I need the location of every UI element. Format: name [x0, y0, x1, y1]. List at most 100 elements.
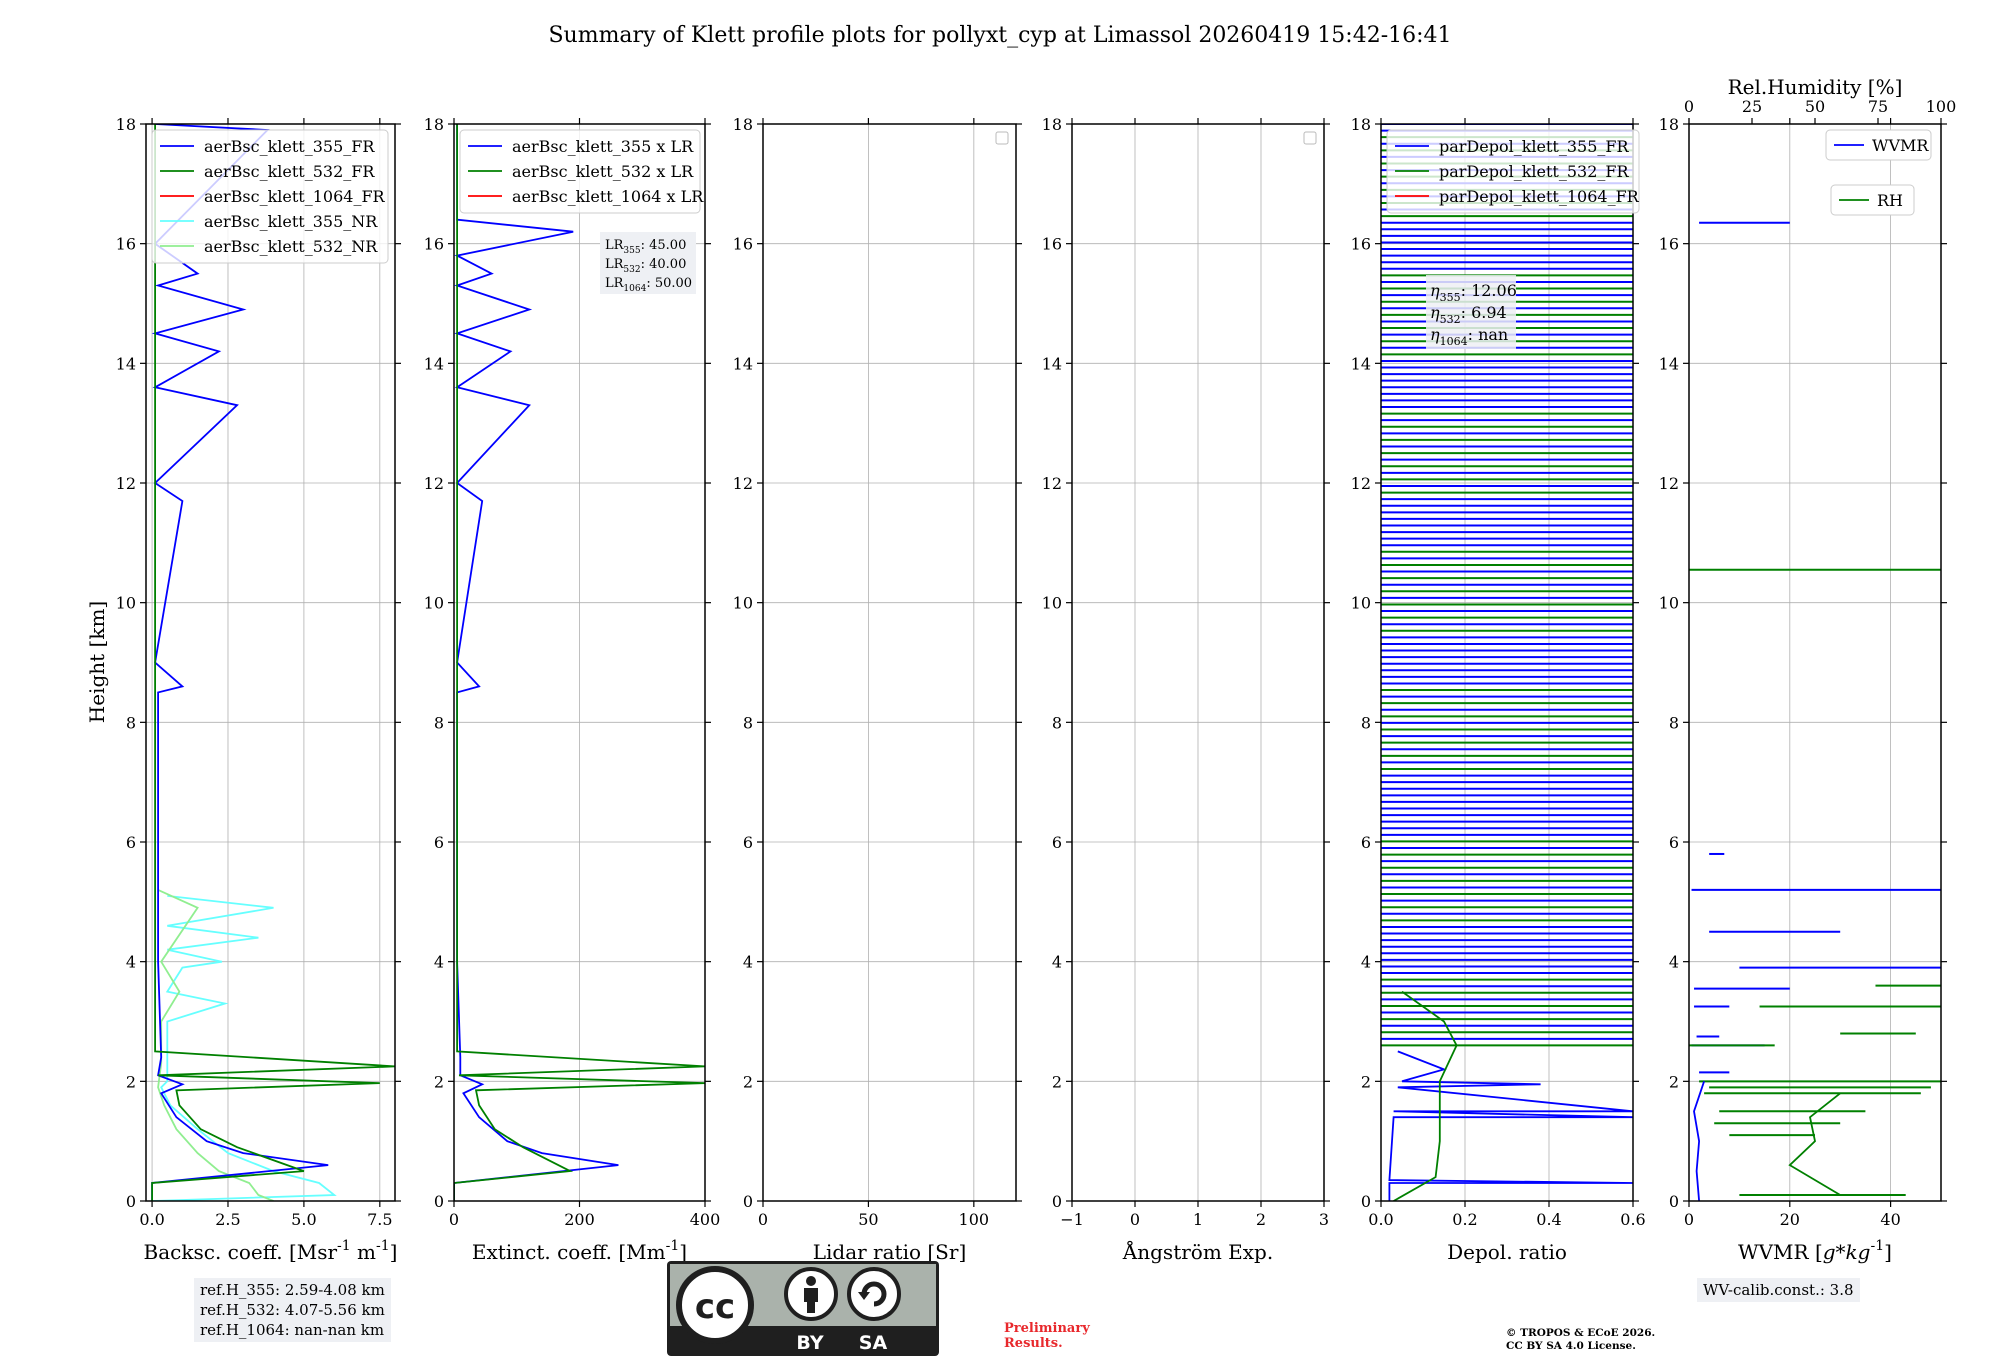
y-tick-label: 4: [1361, 953, 1371, 972]
series-line-RH: [1788, 1092, 1841, 1196]
y-tick-label: 16: [1659, 235, 1679, 254]
y-tick-label: 10: [424, 594, 444, 613]
ref-height-355: ref.H_355: 2.59-4.08 km: [200, 1281, 385, 1299]
x-axis-label: Extinct. coeff. [Mm-1​]: [472, 1238, 687, 1264]
x-tick-label: 1: [1193, 1210, 1203, 1229]
panel-backscatter: 0 2 4 6 8 10 12 14 16 18 0.0 2.5 5.0 7.5 Backsc. coeff…: [85, 115, 401, 1264]
series-group: [151, 124, 395, 1201]
legend-box: [151, 129, 389, 264]
y-tick-label: 14: [1042, 354, 1062, 373]
lr-label: LR532​: 40.00: [605, 257, 686, 275]
y-tick-label: 6: [1052, 833, 1062, 852]
x-tick-label: 2: [1256, 1210, 1266, 1229]
y-tick-label: 4: [1669, 953, 1679, 972]
y-axis-label: Height [km]: [85, 601, 109, 723]
y-tick-label: 2: [126, 1072, 136, 1091]
y-tick-label: 0: [434, 1192, 444, 1211]
legend-label: aerBsc_klett_1064_FR: [204, 187, 386, 206]
y-tick-label: 16: [1042, 235, 1062, 254]
y-tick-label: 2: [1361, 1072, 1371, 1091]
y-tick-label: 12: [1351, 474, 1371, 493]
series-line-aerBsc_klett_355_FR: [151, 124, 329, 1201]
y-tick-label: 6: [434, 833, 444, 852]
axes-frame: [1688, 123, 1942, 1202]
y-tick-label: 8: [743, 713, 753, 732]
y-tick-label: 4: [743, 953, 753, 972]
x-axis-label: Backsc. coeff. [Msr-1​ m-1​]: [144, 1238, 398, 1264]
eta-label: η355​: 12.06: [1430, 281, 1517, 304]
panel-wvmr-rh: 0 2 4 6 8 10 12 14 16 18 0 20 40 WVMR [g*kg-1​] 0 25 50 7…: [1659, 75, 1957, 1264]
y-tick-label: 12: [733, 474, 753, 493]
x2-tick-label: 25: [1742, 97, 1762, 116]
y-tick-label: 8: [1669, 713, 1679, 732]
legend-label: aerBsc_klett_355 x LR: [512, 137, 694, 156]
x-tick-label: 5.0: [291, 1210, 316, 1229]
eta-label: η532​: 6.94: [1430, 303, 1507, 326]
legend-box: [459, 129, 701, 214]
y-tick-label: 18: [1659, 115, 1679, 134]
y-tick-label: 12: [1659, 474, 1679, 493]
x-axis-label: Lidar ratio [Sr]: [813, 1240, 967, 1264]
x2-tick-label: 50: [1805, 97, 1825, 116]
ref-height-box: ref.H_355: 2.59-4.08 km ref.H_532: 4.07-…: [194, 1278, 391, 1342]
x-tick-label: 0.0: [139, 1210, 164, 1229]
panel-lidar-ratio: 0 2 4 6 8 10 12 14 16 18 0 50 100 Lidar ratio [Sr]: [733, 115, 1022, 1264]
legend-label: aerBsc_klett_532_FR: [204, 162, 375, 181]
ref-height-532: ref.H_532: 4.07-5.56 km: [200, 1301, 385, 1319]
x-tick-label: 400: [690, 1210, 721, 1229]
y-tick-label: 2: [1052, 1072, 1062, 1091]
y-tick-label: 2: [1669, 1072, 1679, 1091]
x-tick-label: 0: [1130, 1210, 1140, 1229]
y-tick-label: 0: [1052, 1192, 1062, 1211]
y-tick-label: 14: [116, 354, 136, 373]
legend-label: parDepol_klett_355_FR: [1439, 137, 1630, 156]
y-tick-label: 14: [733, 354, 753, 373]
y-tick-label: 8: [126, 713, 136, 732]
y-tick-label: 8: [1361, 713, 1371, 732]
legend-label: parDepol_klett_532_FR: [1439, 162, 1630, 181]
legend-box: [1830, 184, 1915, 216]
x-tick-label: 40: [1880, 1210, 1900, 1229]
x-axis-label: Depol. ratio: [1447, 1240, 1567, 1264]
legend-label: aerBsc_klett_1064 x LR: [512, 187, 704, 206]
cc-license-badge: cc BY SA: [667, 1261, 939, 1356]
ref-height-1064: ref.H_1064: nan-nan km: [200, 1321, 385, 1339]
cc-logo-icon: cc BY SA: [667, 1261, 939, 1356]
y-tick-label: 4: [1052, 953, 1062, 972]
y-tick-label: 12: [424, 474, 444, 493]
eta-box: [1426, 275, 1516, 349]
svg-text:cc: cc: [695, 1287, 735, 1327]
x-tick-label: 0.2: [1452, 1210, 1477, 1229]
lr-box: [600, 232, 696, 294]
lr-label: LR1064​: 50.00: [605, 276, 692, 294]
wv-calib-box: WV-calib.const.: 3.8: [1697, 1278, 1860, 1302]
x-tick-label: 0: [758, 1210, 768, 1229]
y-tick-label: 8: [434, 713, 444, 732]
legend-box: [1825, 129, 1932, 161]
y-tick-label: 0: [1361, 1192, 1371, 1211]
x-tick-label: −1: [1060, 1210, 1084, 1229]
axes-frame: [145, 123, 396, 1202]
legend-label: aerBsc_klett_355_FR: [204, 137, 375, 156]
x-tick-label: 50: [858, 1210, 878, 1229]
y-tick-label: 0: [126, 1192, 136, 1211]
series-line-aerBsc_klett_532_NR: [157, 889, 274, 1201]
series-line-WVMR: [1693, 1081, 1705, 1201]
axes-frame: [1380, 123, 1634, 1202]
series-line-parDepol_klett_355_FR: [1388, 1050, 1633, 1201]
y-tick-label: 0: [743, 1192, 753, 1211]
y-tick-label: 10: [1351, 594, 1371, 613]
y-tick-label: 8: [1052, 713, 1062, 732]
y-tick-label: 18: [116, 115, 136, 134]
x-tick-label: 100: [959, 1210, 990, 1229]
x-tick-label: 0.0: [1368, 1210, 1393, 1229]
y-tick-label: 16: [424, 235, 444, 254]
y-tick-label: 12: [1042, 474, 1062, 493]
y-tick-label: 4: [126, 953, 136, 972]
copyright-note: © TROPOS & ECoE 2026. CC BY SA 4.0 Licen…: [1506, 1327, 1655, 1353]
cc-sa-label: SA: [859, 1332, 888, 1354]
panel-depol: 0 2 4 6 8 10 12 14 16 18 0.0 0.2 0.4 0.6 Depol. ratio p…: [1351, 115, 1646, 1264]
y-tick-label: 18: [733, 115, 753, 134]
